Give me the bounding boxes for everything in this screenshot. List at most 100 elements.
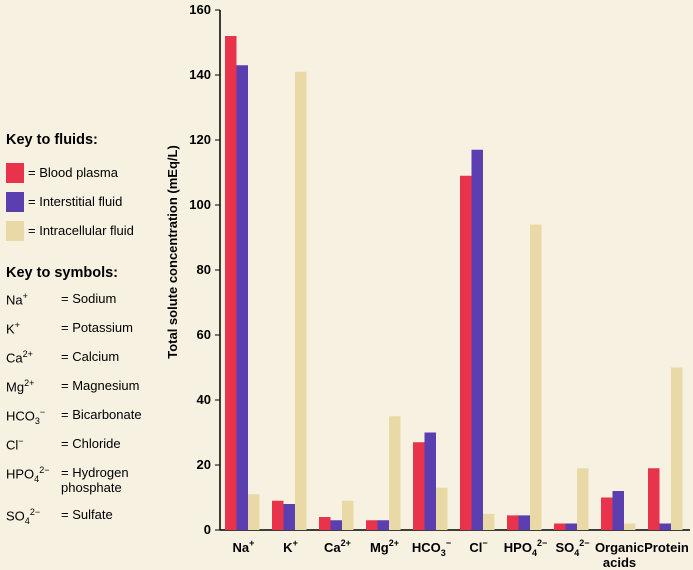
bar-blood-plasma	[225, 36, 237, 530]
fluid-label: = Blood plasma	[28, 165, 118, 180]
x-tick-label-base: K	[283, 540, 293, 555]
x-tick-label-sup: −	[446, 538, 451, 548]
symbol-sub: 3	[34, 415, 40, 426]
symbol-base: K	[6, 321, 15, 337]
symbol-sub: 4	[24, 515, 30, 526]
symbol-sup: 2−	[29, 507, 41, 517]
symbol-base: HPO	[6, 466, 35, 482]
bar-blood-plasma	[319, 517, 331, 530]
bar-intracellular-fluid	[389, 416, 401, 530]
symbol-sup: 2+	[22, 349, 33, 359]
legend: Key to fluids: = Blood plasma = Interstit…	[6, 132, 176, 536]
symbol-key-item: Ca2+ = Calcium	[6, 349, 176, 378]
symbol-name: = Sodium	[61, 291, 117, 306]
bar-intracellular-fluid	[295, 71, 307, 530]
bar-blood-plasma	[413, 442, 425, 530]
symbol-name: = Hydrogen phosphate	[61, 465, 129, 495]
y-tick-label: 40	[197, 392, 211, 407]
x-tick-label: HPO42−	[504, 538, 547, 558]
fluids-key-title: Key to fluids:	[6, 132, 98, 148]
fluid-key-item: = Interstitial fluid	[6, 187, 176, 216]
symbol-name: = Chloride	[61, 436, 121, 451]
bar-blood-plasma	[272, 500, 284, 530]
symbol: Cl−	[6, 436, 61, 452]
x-tick-label-base: Na	[233, 540, 250, 555]
symbol-sup: +	[22, 291, 28, 301]
x-tick-label: acids	[603, 555, 636, 570]
bar-blood-plasma	[366, 520, 378, 530]
y-tick-label: 20	[197, 457, 211, 472]
x-tick-label-sup: +	[249, 538, 254, 548]
bar-intracellular-fluid	[483, 513, 495, 530]
symbol-name: = Sulfate	[61, 507, 113, 522]
bar-blood-plasma	[648, 468, 660, 530]
x-tick-label-sup: 2+	[341, 538, 351, 548]
bar-interstitial-fluid	[659, 523, 671, 530]
bar-interstitial-fluid	[377, 520, 389, 530]
fluids-key: = Blood plasma = Interstitial fluid = Intr…	[6, 158, 176, 245]
bar-interstitial-fluid	[330, 520, 342, 530]
x-tick-label-sup: 2+	[389, 538, 399, 548]
symbol: SO42−	[6, 507, 61, 526]
y-axis: 0 20 40 60 80 100 120 140 160	[189, 2, 690, 537]
y-tick-label: 160	[189, 2, 211, 17]
x-tick-label: HCO3−	[412, 538, 451, 558]
symbol-base: Cl	[6, 437, 19, 453]
y-tick-label: 100	[189, 197, 211, 212]
x-tick-label-sub: 4	[532, 548, 537, 558]
symbol-base: Mg	[6, 379, 25, 395]
bar-interstitial-fluid	[424, 432, 436, 530]
fluid-label: = Intracellular fluid	[28, 223, 134, 238]
x-tick-label-base: SO	[555, 540, 574, 555]
x-tick-label-base: Ca	[324, 540, 341, 555]
symbol-key-item: SO42− = Sulfate	[6, 507, 176, 536]
symbol-name: = Potassium	[61, 320, 133, 335]
bar-interstitial-fluid	[471, 149, 483, 530]
symbol-sup: +	[14, 320, 20, 330]
symbol-name: = Bicarbonate	[61, 407, 142, 422]
symbol: K+	[6, 320, 61, 336]
y-tick-label: 60	[197, 327, 211, 342]
x-tick-label-base: Cl	[469, 540, 482, 555]
bar-intracellular-fluid	[248, 494, 260, 530]
bar-blood-plasma	[554, 523, 566, 530]
fluid-key-item: = Blood plasma	[6, 158, 176, 187]
y-tick-label: 140	[189, 67, 211, 82]
bar-intracellular-fluid	[577, 468, 589, 530]
x-tick-label-base: HCO	[412, 540, 441, 555]
fluid-label: = Interstitial fluid	[28, 194, 123, 209]
y-tick-label: 0	[204, 522, 211, 537]
x-axis-labels: Na+ K+ Ca2+ Mg2+ HCO3− Cl− HPO42− SO42− Organica…	[233, 538, 689, 570]
x-tick-label: Organic	[595, 540, 644, 555]
x-tick-label-base: HPO	[504, 540, 532, 555]
symbol-sub: 4	[34, 473, 40, 484]
symbol-base: Na	[6, 292, 23, 308]
symbol-key-item: HCO3− = Bicarbonate	[6, 407, 176, 436]
x-tick-label: Cl−	[469, 538, 487, 555]
x-tick-label: K+	[283, 538, 298, 555]
symbol: HCO3−	[6, 407, 61, 426]
fluid-swatch	[6, 220, 24, 241]
symbol-base: HCO	[6, 408, 35, 424]
x-tick-label-sup: +	[293, 538, 298, 548]
bar-intracellular-fluid	[436, 487, 448, 530]
bar-interstitial-fluid	[283, 504, 295, 530]
symbol-sup: −	[39, 407, 46, 417]
symbol-key-item: K+ = Potassium	[6, 320, 176, 349]
y-axis-label: Total solute concentration (mEq/L)	[165, 145, 180, 359]
symbol: Ca2+	[6, 349, 61, 365]
symbol: Na+	[6, 291, 61, 307]
bar-interstitial-fluid	[612, 491, 624, 530]
symbol-name: = Calcium	[61, 349, 120, 364]
x-tick-label: Mg2+	[370, 538, 399, 555]
x-tick-label: SO42−	[555, 538, 589, 558]
fluid-swatch	[6, 162, 24, 183]
y-tick-label: 80	[197, 262, 211, 277]
x-tick-label-sup: 2−	[579, 538, 589, 548]
symbol-key-item: Na+ = Sodium	[6, 291, 176, 320]
symbol-name: = Magnesium	[61, 378, 140, 393]
symbol-key-item: HPO42− = Hydrogen phosphate	[6, 465, 176, 507]
bar-intracellular-fluid	[342, 500, 354, 530]
fluid-key-item: = Intracellular fluid	[6, 216, 176, 245]
